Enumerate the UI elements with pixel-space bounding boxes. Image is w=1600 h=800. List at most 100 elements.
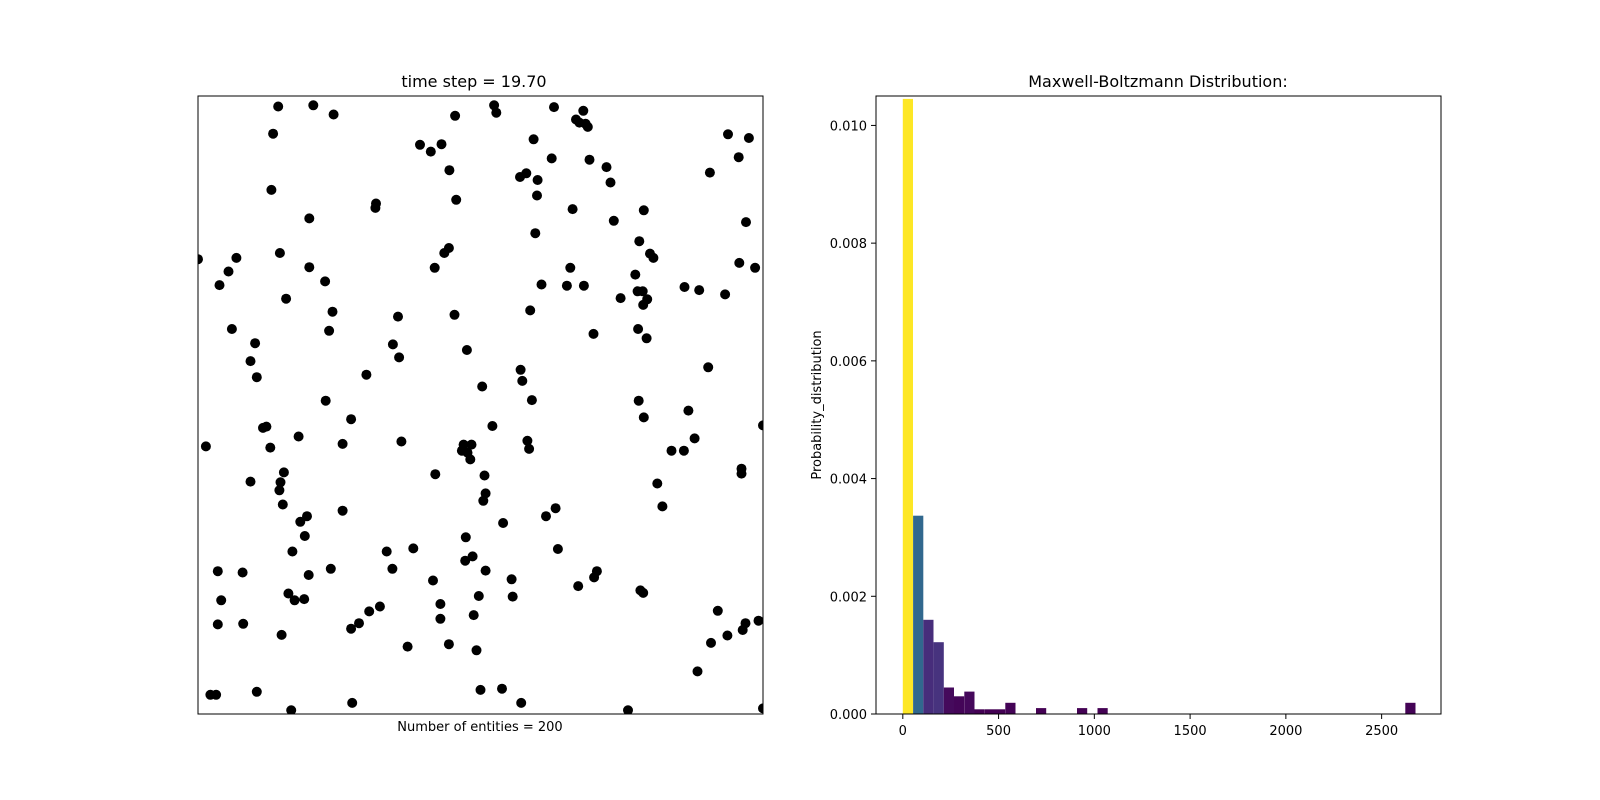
- scatter-point: [689, 433, 700, 444]
- scatter-point: [274, 485, 285, 496]
- scatter-point: [200, 441, 211, 452]
- scatter-point: [638, 587, 649, 598]
- scatter-axes-frame: [197, 95, 764, 715]
- scatter-point: [281, 293, 292, 304]
- scatter-point: [277, 499, 288, 510]
- scatter-point: [435, 599, 446, 609]
- scatter-point: [347, 697, 358, 708]
- scatter-point: [497, 683, 507, 694]
- scatter-point: [753, 615, 763, 626]
- histogram-bar: [964, 691, 975, 714]
- y-tick-label: 0.010: [830, 119, 867, 134]
- scatter-point: [337, 438, 348, 449]
- scatter-point: [327, 306, 338, 317]
- scatter-point: [642, 294, 653, 305]
- scatter-point: [623, 705, 633, 714]
- scatter-point: [261, 421, 272, 432]
- scatter-point: [530, 228, 541, 239]
- scatter-point: [741, 217, 751, 228]
- scatter-point: [633, 395, 644, 406]
- scatter-point: [460, 532, 471, 543]
- scatter-point: [460, 555, 471, 566]
- scatter-point: [381, 546, 392, 557]
- histogram-bar: [1405, 702, 1416, 714]
- scatter-point: [245, 476, 256, 487]
- scatter-point: [430, 469, 441, 480]
- scatter-point: [393, 311, 403, 322]
- histogram-bar: [1097, 708, 1108, 714]
- histogram-axes-frame: [875, 95, 1442, 715]
- scatter-point: [214, 280, 225, 291]
- scatter-point: [734, 257, 745, 268]
- scatter-point: [289, 595, 300, 606]
- scatter-point: [550, 503, 561, 514]
- scatter-point: [231, 252, 242, 263]
- scatter-point: [283, 588, 294, 599]
- scatter-point: [515, 364, 526, 375]
- scatter-point: [276, 629, 287, 640]
- scatter-point: [287, 546, 298, 557]
- scatter-point: [584, 154, 595, 165]
- scatter-point: [320, 276, 331, 287]
- scatter-point: [443, 639, 454, 650]
- scatter-point: [449, 309, 460, 320]
- scatter-point: [471, 645, 482, 656]
- scatter-point: [238, 618, 249, 629]
- histogram-bar: [913, 515, 924, 714]
- scatter-point: [532, 190, 542, 201]
- scatter-point: [758, 420, 763, 431]
- y-tick-label: 0.004: [830, 473, 867, 488]
- scatter-point: [374, 601, 385, 612]
- scatter-point: [525, 305, 536, 316]
- scatter-point: [223, 266, 234, 277]
- scatter-point: [293, 431, 304, 442]
- y-tick-label: 0.002: [830, 590, 867, 605]
- scatter-point: [565, 262, 576, 273]
- scatter-point: [402, 641, 413, 652]
- scatter-point: [634, 236, 645, 247]
- scatter-point: [250, 338, 261, 349]
- scatter-points: [198, 100, 763, 714]
- scatter-point: [308, 100, 319, 111]
- scatter-point: [541, 511, 551, 522]
- scatter-point: [370, 202, 381, 213]
- scatter-point: [573, 581, 584, 592]
- scatter-point: [608, 215, 619, 226]
- scatter-point: [444, 165, 455, 176]
- scatter-point: [265, 442, 276, 453]
- scatter-point: [521, 168, 532, 179]
- scatter-point: [532, 175, 543, 185]
- scatter-title: time step = 19.70: [401, 72, 546, 91]
- scatter-point: [630, 269, 641, 280]
- scatter-point: [666, 445, 677, 456]
- histogram-bar: [923, 619, 934, 714]
- scatter-point: [251, 372, 262, 383]
- scatter-point: [657, 501, 668, 512]
- scatter-point: [473, 591, 484, 601]
- x-tick-label: 2000: [1269, 724, 1302, 739]
- scatter-point: [268, 128, 279, 139]
- scatter-point: [517, 375, 528, 386]
- scatter-point: [304, 213, 315, 224]
- scatter-point: [507, 591, 518, 602]
- scatter-point: [561, 280, 572, 291]
- scatter-point: [198, 254, 203, 265]
- scatter-point: [591, 566, 602, 577]
- scatter-point: [524, 443, 535, 454]
- scatter-point: [694, 285, 705, 296]
- scatter-point: [216, 595, 227, 606]
- scatter-point: [303, 570, 314, 580]
- scatter-point: [387, 339, 398, 350]
- scatter-point: [487, 421, 498, 431]
- scatter-point: [299, 594, 310, 605]
- scatter-point: [615, 293, 626, 304]
- scatter-point: [692, 666, 703, 677]
- scatter-point: [578, 280, 589, 291]
- scatter-point: [273, 101, 284, 112]
- scatter-point: [652, 478, 663, 489]
- scatter-point: [526, 395, 537, 406]
- scatter-point: [683, 405, 694, 416]
- scatter-point: [266, 184, 277, 195]
- scatter-point: [750, 262, 761, 273]
- particle-scatter-panel: time step = 19.70 Number of entities = 2…: [197, 72, 764, 735]
